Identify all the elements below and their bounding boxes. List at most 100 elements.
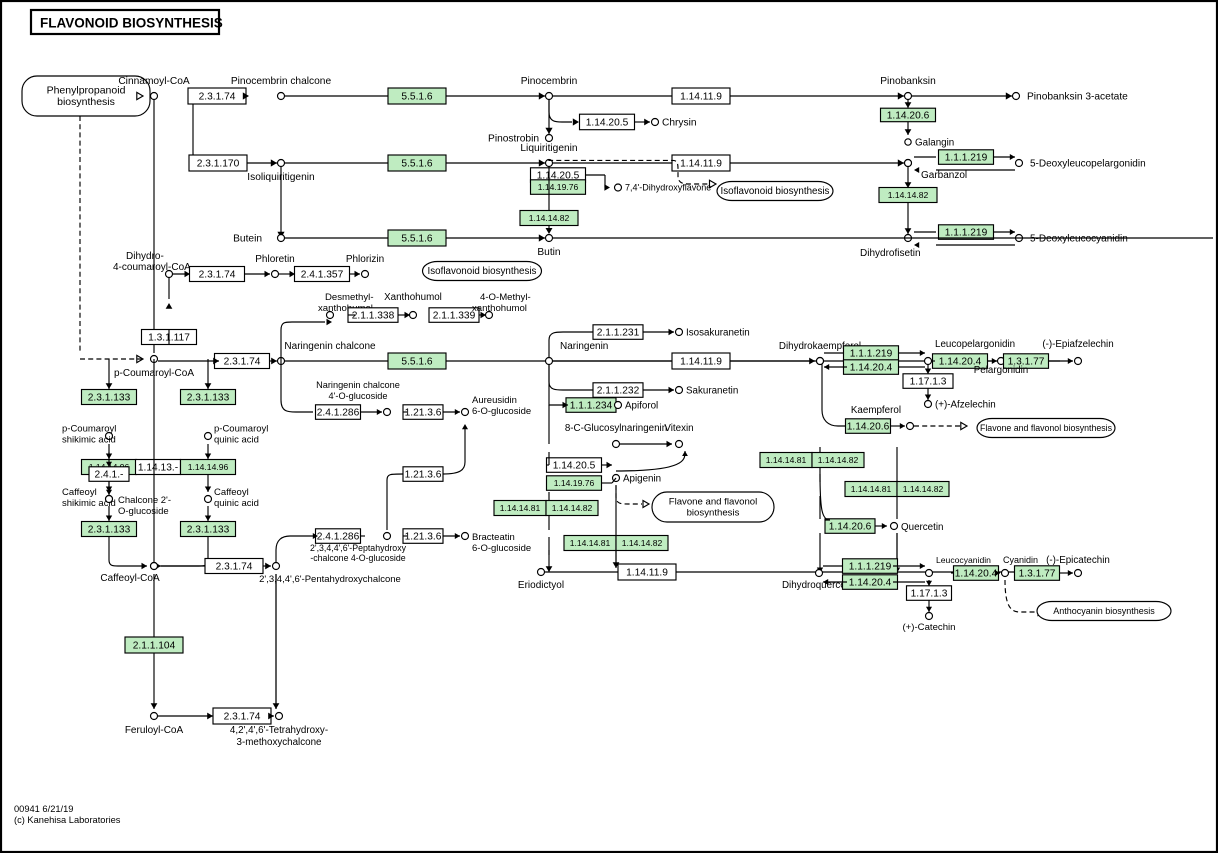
svg-text:1.14.11.9: 1.14.11.9 bbox=[626, 568, 668, 579]
svg-text:5.5.1.6: 5.5.1.6 bbox=[401, 234, 432, 245]
svg-text:Chalcone 2'-: Chalcone 2'- bbox=[118, 495, 171, 506]
svg-text:1.14.14.82: 1.14.14.82 bbox=[552, 503, 593, 513]
svg-text:2.1.1.339: 2.1.1.339 bbox=[433, 311, 476, 322]
svg-text:1.14.13.-: 1.14.13.- bbox=[138, 463, 178, 474]
svg-text:1.14.11.9: 1.14.11.9 bbox=[680, 357, 722, 368]
svg-text:1.14.20.5: 1.14.20.5 bbox=[553, 461, 596, 472]
svg-text:Kaempferol: Kaempferol bbox=[851, 405, 901, 416]
svg-text:6-O-glucoside: 6-O-glucoside bbox=[472, 543, 531, 554]
svg-text:5.5.1.6: 5.5.1.6 bbox=[401, 357, 432, 368]
svg-text:2.3.1.74: 2.3.1.74 bbox=[224, 357, 261, 368]
svg-text:Cinnamoyl-CoA: Cinnamoyl-CoA bbox=[118, 76, 190, 87]
svg-text:1.14.19.76: 1.14.19.76 bbox=[554, 478, 595, 488]
svg-text:4'-O-glucoside: 4'-O-glucoside bbox=[329, 391, 388, 401]
svg-text:2.4.1.-: 2.4.1.- bbox=[95, 470, 124, 481]
svg-text:Caffeoyl: Caffeoyl bbox=[214, 487, 249, 498]
svg-text:5-Deoxyleucocyanidin: 5-Deoxyleucocyanidin bbox=[1030, 234, 1128, 245]
svg-text:1.14.20.6: 1.14.20.6 bbox=[847, 422, 890, 433]
svg-text:Butein: Butein bbox=[233, 234, 262, 245]
svg-text:2.3.1.74: 2.3.1.74 bbox=[216, 562, 253, 573]
svg-text:shikimic acid: shikimic acid bbox=[62, 435, 116, 446]
svg-text:3-methoxychalcone: 3-methoxychalcone bbox=[237, 737, 323, 748]
svg-text:2.1.1.104: 2.1.1.104 bbox=[133, 641, 176, 652]
svg-text:Desmethyl-: Desmethyl- bbox=[325, 292, 374, 303]
svg-text:8-C-Glucosylnaringenin: 8-C-Glucosylnaringenin bbox=[565, 423, 667, 434]
svg-text:1.21.3.6: 1.21.3.6 bbox=[405, 470, 442, 481]
svg-text:4,2',4',6'-Tetrahydroxy-: 4,2',4',6'-Tetrahydroxy- bbox=[230, 725, 328, 736]
svg-text:2',3,4,4',6'-Pentahydroxychalc: 2',3,4,4',6'-Pentahydroxychalcone bbox=[259, 574, 401, 585]
svg-text:2.4.1.286: 2.4.1.286 bbox=[317, 408, 360, 419]
svg-text:1.14.14.82: 1.14.14.82 bbox=[888, 190, 929, 200]
svg-text:Naringenin chalcone: Naringenin chalcone bbox=[284, 341, 376, 352]
svg-text:xanthohumol: xanthohumol bbox=[472, 303, 527, 314]
svg-text:Vitexin: Vitexin bbox=[664, 423, 693, 434]
svg-text:Pelargonidin: Pelargonidin bbox=[974, 365, 1028, 376]
svg-text:2.3.1.133: 2.3.1.133 bbox=[88, 525, 131, 536]
svg-text:(-)-Epicatechin: (-)-Epicatechin bbox=[1046, 555, 1110, 566]
svg-text:Cyanidin: Cyanidin bbox=[1003, 555, 1038, 565]
svg-text:Eriodictyol: Eriodictyol bbox=[518, 580, 564, 591]
svg-text:Flavone and flavonol: Flavone and flavonol bbox=[669, 497, 758, 508]
svg-text:Apigenin: Apigenin bbox=[623, 474, 661, 485]
svg-text:Apiforol: Apiforol bbox=[625, 401, 658, 412]
svg-text:2.3.1.133: 2.3.1.133 bbox=[187, 393, 230, 404]
svg-text:quinic acid: quinic acid bbox=[214, 498, 259, 509]
svg-text:6-O-glucoside: 6-O-glucoside bbox=[472, 406, 531, 417]
svg-text:4-coumaroyl-CoA: 4-coumaroyl-CoA bbox=[113, 262, 191, 273]
svg-text:Phloretin: Phloretin bbox=[255, 254, 294, 265]
svg-text:1.1.1.219: 1.1.1.219 bbox=[850, 349, 893, 360]
svg-text:2.4.1.357: 2.4.1.357 bbox=[301, 270, 344, 281]
svg-text:2.3.1.133: 2.3.1.133 bbox=[88, 393, 131, 404]
svg-text:Isoflavonoid biosynthesis: Isoflavonoid biosynthesis bbox=[428, 266, 537, 277]
svg-text:Galangin: Galangin bbox=[915, 138, 954, 149]
svg-text:(+)-Catechin: (+)-Catechin bbox=[902, 622, 955, 633]
svg-text:1.14.14.82: 1.14.14.82 bbox=[622, 538, 663, 548]
svg-text:p-Coumaroyl: p-Coumaroyl bbox=[62, 424, 116, 435]
svg-text:1.21.3.6: 1.21.3.6 bbox=[405, 408, 442, 419]
svg-text:Isosakuranetin: Isosakuranetin bbox=[686, 328, 750, 339]
svg-text:1.14.14.81: 1.14.14.81 bbox=[851, 484, 892, 494]
svg-text:1.1.1.219: 1.1.1.219 bbox=[945, 228, 988, 239]
svg-text:5-Deoxyleucopelargonidin: 5-Deoxyleucopelargonidin bbox=[1030, 159, 1146, 170]
svg-text:1.3.1.77: 1.3.1.77 bbox=[1019, 569, 1056, 580]
svg-text:1.14.20.4: 1.14.20.4 bbox=[955, 569, 998, 580]
svg-text:Pinocembrin: Pinocembrin bbox=[521, 76, 578, 87]
svg-text:1.21.3.6: 1.21.3.6 bbox=[405, 532, 442, 543]
svg-text:1.14.20.6: 1.14.20.6 bbox=[887, 111, 930, 122]
svg-text:Garbanzol: Garbanzol bbox=[921, 170, 967, 181]
svg-text:Leucopelargonidin: Leucopelargonidin bbox=[935, 339, 1015, 350]
svg-text:(+)-Afzelechin: (+)-Afzelechin bbox=[935, 400, 996, 411]
svg-text:Sakuranetin: Sakuranetin bbox=[686, 386, 738, 397]
svg-text:quinic acid: quinic acid bbox=[214, 435, 259, 446]
svg-text:2.4.1.286: 2.4.1.286 bbox=[317, 532, 360, 543]
svg-text:Dihydrofisetin: Dihydrofisetin bbox=[860, 248, 921, 259]
svg-text:2.3.1.74: 2.3.1.74 bbox=[224, 712, 261, 723]
svg-text:Naringenin: Naringenin bbox=[560, 341, 608, 352]
svg-text:1.14.14.81: 1.14.14.81 bbox=[570, 538, 611, 548]
svg-text:2.1.1.338: 2.1.1.338 bbox=[352, 311, 395, 322]
svg-text:Dihydro-: Dihydro- bbox=[126, 251, 164, 262]
svg-text:5.5.1.6: 5.5.1.6 bbox=[401, 159, 432, 170]
svg-text:p-Coumaroyl: p-Coumaroyl bbox=[214, 424, 268, 435]
svg-text:Aureusidin: Aureusidin bbox=[472, 395, 517, 406]
svg-text:1.14.20.4: 1.14.20.4 bbox=[849, 578, 892, 589]
svg-text:1.14.20.5: 1.14.20.5 bbox=[586, 118, 629, 129]
svg-text:1.14.20.4: 1.14.20.4 bbox=[850, 363, 893, 374]
svg-text:Caffeoyl-CoA: Caffeoyl-CoA bbox=[100, 573, 160, 584]
svg-text:Isoflavonoid biosynthesis: Isoflavonoid biosynthesis bbox=[721, 186, 830, 197]
svg-text:Naringenin chalcone: Naringenin chalcone bbox=[316, 380, 400, 390]
svg-text:biosynthesis: biosynthesis bbox=[687, 507, 740, 518]
svg-text:Chrysin: Chrysin bbox=[662, 118, 697, 129]
svg-text:Bracteatin: Bracteatin bbox=[472, 532, 515, 543]
svg-text:biosynthesis: biosynthesis bbox=[57, 96, 115, 108]
svg-text:O-glucoside: O-glucoside bbox=[118, 506, 169, 517]
svg-text:Feruloyl-CoA: Feruloyl-CoA bbox=[125, 725, 184, 736]
svg-text:2',3,4,4',6'-Peptahydroxy: 2',3,4,4',6'-Peptahydroxy bbox=[310, 543, 407, 553]
svg-text:(c) Kanehisa Laboratories: (c) Kanehisa Laboratories bbox=[14, 815, 121, 825]
svg-text:1.14.11.9: 1.14.11.9 bbox=[680, 159, 722, 170]
svg-text:FLAVONOID BIOSYNTHESIS: FLAVONOID BIOSYNTHESIS bbox=[40, 16, 223, 31]
svg-text:4-O-Methyl-: 4-O-Methyl- bbox=[480, 292, 531, 303]
svg-text:1.1.1.219: 1.1.1.219 bbox=[945, 153, 988, 164]
svg-text:00941 6/21/19: 00941 6/21/19 bbox=[14, 804, 73, 814]
svg-text:Leucocyanidin: Leucocyanidin bbox=[936, 555, 991, 565]
